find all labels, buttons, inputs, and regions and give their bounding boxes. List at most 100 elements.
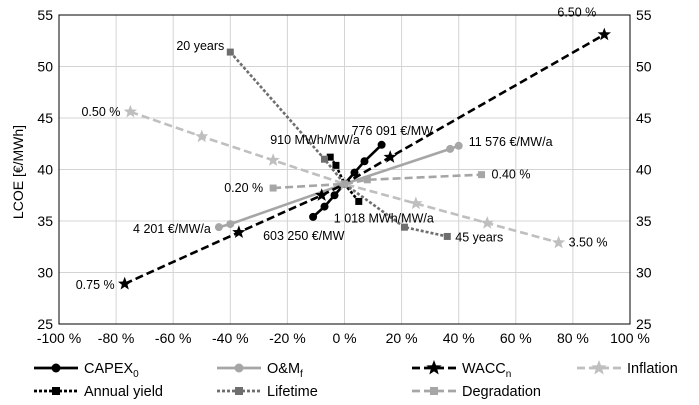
y-tick-label-right: 30 <box>636 265 652 281</box>
data-point <box>232 225 246 238</box>
tick-labels: -100 % -80 % -60 % -40 % -20 % 0 % 20 % 40 % 60 … <box>37 7 652 346</box>
data-point <box>480 216 494 229</box>
x-tick-label: 40 % <box>443 330 475 346</box>
data-point <box>226 220 235 229</box>
data-point <box>443 232 451 240</box>
x-tick-label: -80 % <box>98 330 135 346</box>
x-tick-label: 60 % <box>500 330 532 346</box>
legend-marker <box>235 387 243 395</box>
plot-border <box>58 14 631 325</box>
data-point <box>309 212 318 221</box>
series-line <box>273 173 482 190</box>
y-tick-label-right: 35 <box>636 213 652 229</box>
y-tick-label-right: 50 <box>636 59 652 75</box>
legend-marker <box>51 363 61 373</box>
annotation-label: 11 576 €/MW/a <box>469 135 553 149</box>
legend-label: Degradation <box>462 384 541 400</box>
series-layer <box>118 27 611 290</box>
data-point <box>350 168 359 177</box>
data-point <box>341 180 348 188</box>
legend-item-o-mf: O&Mf <box>217 361 303 380</box>
data-point <box>214 223 223 232</box>
x-tick-label: 100 % <box>610 330 650 346</box>
annotation-label: 603 250 €/MW <box>263 229 344 243</box>
data-point <box>552 235 566 249</box>
annotation-label: 0.50 % <box>81 105 120 119</box>
data-point <box>320 202 329 211</box>
data-point <box>377 140 386 149</box>
annotation-label: 0.75 % <box>76 278 115 292</box>
legend-item-inflation: Inflation <box>577 360 678 377</box>
legend-label: Inflation <box>627 361 678 377</box>
data-point <box>383 150 397 163</box>
series-degradation <box>269 171 486 192</box>
y-tick-label-left: 45 <box>37 110 53 126</box>
data-point <box>118 276 132 290</box>
x-tick-label: 80 % <box>557 330 589 346</box>
legend-label: CAPEX0 <box>84 361 139 380</box>
legend-label: Lifetime <box>267 384 318 400</box>
series-line <box>329 156 360 203</box>
data-point <box>355 197 363 205</box>
data-point <box>321 155 329 163</box>
data-point <box>266 153 280 166</box>
x-tick-label: -40 % <box>212 330 249 346</box>
annotation-label: 776 091 €/MW <box>352 124 433 138</box>
x-tick-label: -60 % <box>155 330 192 346</box>
legend-item-capex: CAPEX0 <box>34 361 139 380</box>
data-point <box>269 184 277 192</box>
data-point <box>400 223 408 231</box>
y-tick-label-right: 55 <box>636 7 652 23</box>
series-line <box>124 33 605 286</box>
y-tick-label-right: 45 <box>636 110 652 126</box>
y-tick-label-left: 35 <box>37 213 53 229</box>
series-line <box>229 51 448 238</box>
legend-label: Annual yield <box>84 384 163 400</box>
y-axis-label: LCOE [€/MWh] <box>10 125 26 219</box>
annotation-label: 1 018 MWh/MW/a <box>334 211 434 225</box>
y-tick-label-left: 25 <box>37 316 53 332</box>
data-point <box>363 176 371 184</box>
data-point <box>195 129 209 143</box>
x-tick-label: 20 % <box>386 330 418 346</box>
data-point <box>226 48 234 56</box>
y-tick-label-right: 25 <box>636 316 652 332</box>
data-point <box>454 141 463 150</box>
data-point <box>123 104 137 118</box>
legend-marker <box>426 360 442 375</box>
data-point <box>332 161 340 169</box>
annotation-label: 6.50 % <box>557 6 596 20</box>
legend-label: WACCn <box>462 361 511 380</box>
data-point <box>409 196 423 210</box>
annotation-label: 4 201 €/MW/a <box>133 222 211 236</box>
legend: CAPEX0 O&Mf WACCn Inflation Annual yield Life… <box>34 360 678 400</box>
legend-item-lifetime: Lifetime <box>217 384 318 400</box>
data-point <box>597 27 611 41</box>
legend-item-waccn: WACCn <box>412 360 511 380</box>
data-point <box>330 191 339 200</box>
y-tick-label-left: 55 <box>37 7 53 23</box>
annotation-label: 910 MWh/MW/a <box>270 133 360 147</box>
x-tick-label: 0 % <box>332 330 356 346</box>
annotation-label: 3.50 % <box>569 236 608 250</box>
x-tick-label: -20 % <box>269 330 306 346</box>
grid <box>58 14 631 325</box>
x-tick-label: -100 % <box>37 330 81 346</box>
legend-label: O&Mf <box>267 361 303 380</box>
data-point <box>315 188 329 201</box>
data-point <box>326 153 334 161</box>
legend-marker <box>234 363 244 373</box>
data-point <box>360 157 369 166</box>
legend-item-degradation: Degradation <box>412 384 541 400</box>
y-tick-label-left: 50 <box>37 59 53 75</box>
data-point <box>446 144 455 153</box>
plot-frame <box>58 14 631 325</box>
annotation-label: 45 years <box>455 230 503 244</box>
y-tick-label-left: 40 <box>37 162 53 178</box>
annotation-label: 0.20 % <box>224 181 263 195</box>
y-tick-label-left: 30 <box>37 265 53 281</box>
annotation-label: 0.40 % <box>492 168 531 182</box>
y-tick-label-right: 40 <box>636 162 652 178</box>
